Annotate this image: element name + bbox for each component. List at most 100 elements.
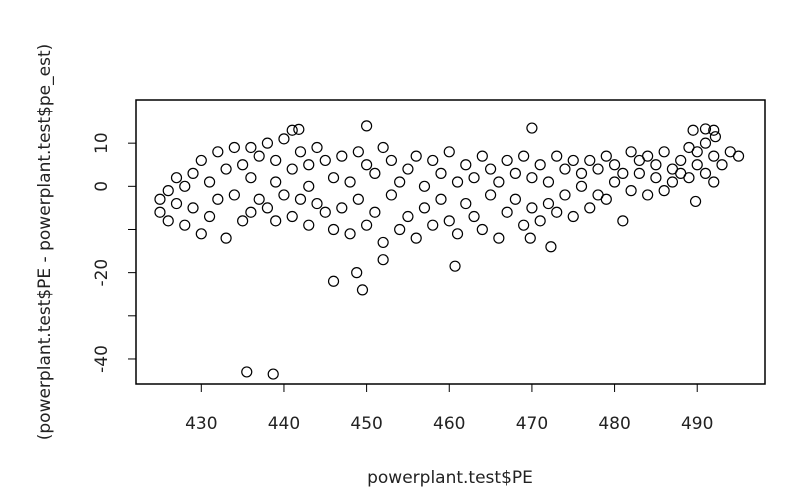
point [575, 167, 588, 179]
x-tick-label: 470 [516, 414, 548, 434]
point [270, 176, 282, 188]
y-tick-label: -40 [92, 345, 112, 373]
point [691, 146, 703, 158]
point [237, 159, 249, 171]
point [377, 141, 389, 154]
point [708, 150, 720, 162]
point [195, 154, 207, 167]
point [443, 146, 455, 158]
point [385, 154, 398, 167]
point [542, 197, 555, 210]
point [451, 228, 464, 240]
x-tick-label: 430 [185, 414, 217, 434]
point [468, 172, 480, 184]
point [559, 163, 571, 175]
point [509, 193, 521, 205]
point [545, 241, 557, 253]
x-axis-label: powerplant.test$PE [367, 468, 533, 488]
point [675, 154, 687, 167]
point [394, 223, 406, 236]
point [418, 180, 431, 192]
point [658, 185, 670, 197]
point [642, 189, 654, 201]
point [361, 159, 373, 171]
point [732, 150, 745, 162]
point [526, 202, 538, 214]
point [709, 131, 722, 143]
point [369, 206, 381, 218]
x-tick-label: 450 [350, 414, 382, 434]
x-tick-label: 490 [681, 414, 713, 434]
point [385, 189, 398, 201]
point [427, 154, 439, 167]
point [633, 167, 645, 179]
point [319, 154, 331, 167]
x-tick-label: 480 [598, 414, 630, 434]
plot-box [135, 99, 766, 385]
point [559, 189, 571, 201]
point [476, 223, 488, 236]
point [493, 176, 505, 188]
point [716, 159, 728, 171]
point [666, 176, 679, 188]
point [534, 159, 546, 171]
point [418, 202, 431, 214]
point [683, 172, 695, 184]
point [584, 154, 596, 167]
point [650, 172, 662, 184]
point [451, 176, 464, 188]
point [402, 210, 414, 223]
point [699, 123, 712, 135]
point [410, 150, 422, 162]
point [303, 180, 315, 192]
point [443, 215, 455, 227]
point [352, 193, 364, 205]
point [245, 206, 257, 218]
point [203, 176, 216, 188]
point [278, 189, 290, 201]
point [327, 275, 340, 287]
point [187, 202, 199, 214]
point [261, 202, 274, 214]
point [501, 206, 513, 218]
point [162, 215, 174, 227]
point [154, 193, 166, 205]
point [402, 163, 414, 175]
point [319, 206, 331, 218]
point [294, 193, 307, 205]
point [484, 163, 497, 175]
point [658, 146, 670, 158]
point [162, 185, 174, 197]
point [476, 150, 488, 162]
point [484, 189, 497, 201]
point [228, 189, 240, 201]
point [377, 254, 389, 266]
point [212, 146, 224, 158]
point [336, 202, 348, 214]
point [352, 146, 364, 158]
point [526, 172, 538, 184]
point [377, 236, 389, 249]
point [435, 193, 447, 205]
point [253, 150, 265, 162]
point [311, 141, 323, 154]
point [170, 172, 183, 184]
y-tick-label: -20 [92, 259, 112, 287]
point [237, 215, 249, 227]
point [212, 193, 224, 205]
point [361, 219, 373, 231]
point [303, 219, 315, 231]
y-tick-label: 10 [92, 132, 112, 154]
point [228, 141, 240, 154]
point [509, 167, 521, 179]
point [356, 284, 369, 296]
point [617, 215, 629, 227]
point [435, 167, 447, 179]
point [286, 210, 298, 223]
point [592, 163, 604, 175]
point [187, 167, 199, 179]
point [699, 137, 712, 149]
point [344, 228, 356, 240]
point [689, 195, 702, 208]
